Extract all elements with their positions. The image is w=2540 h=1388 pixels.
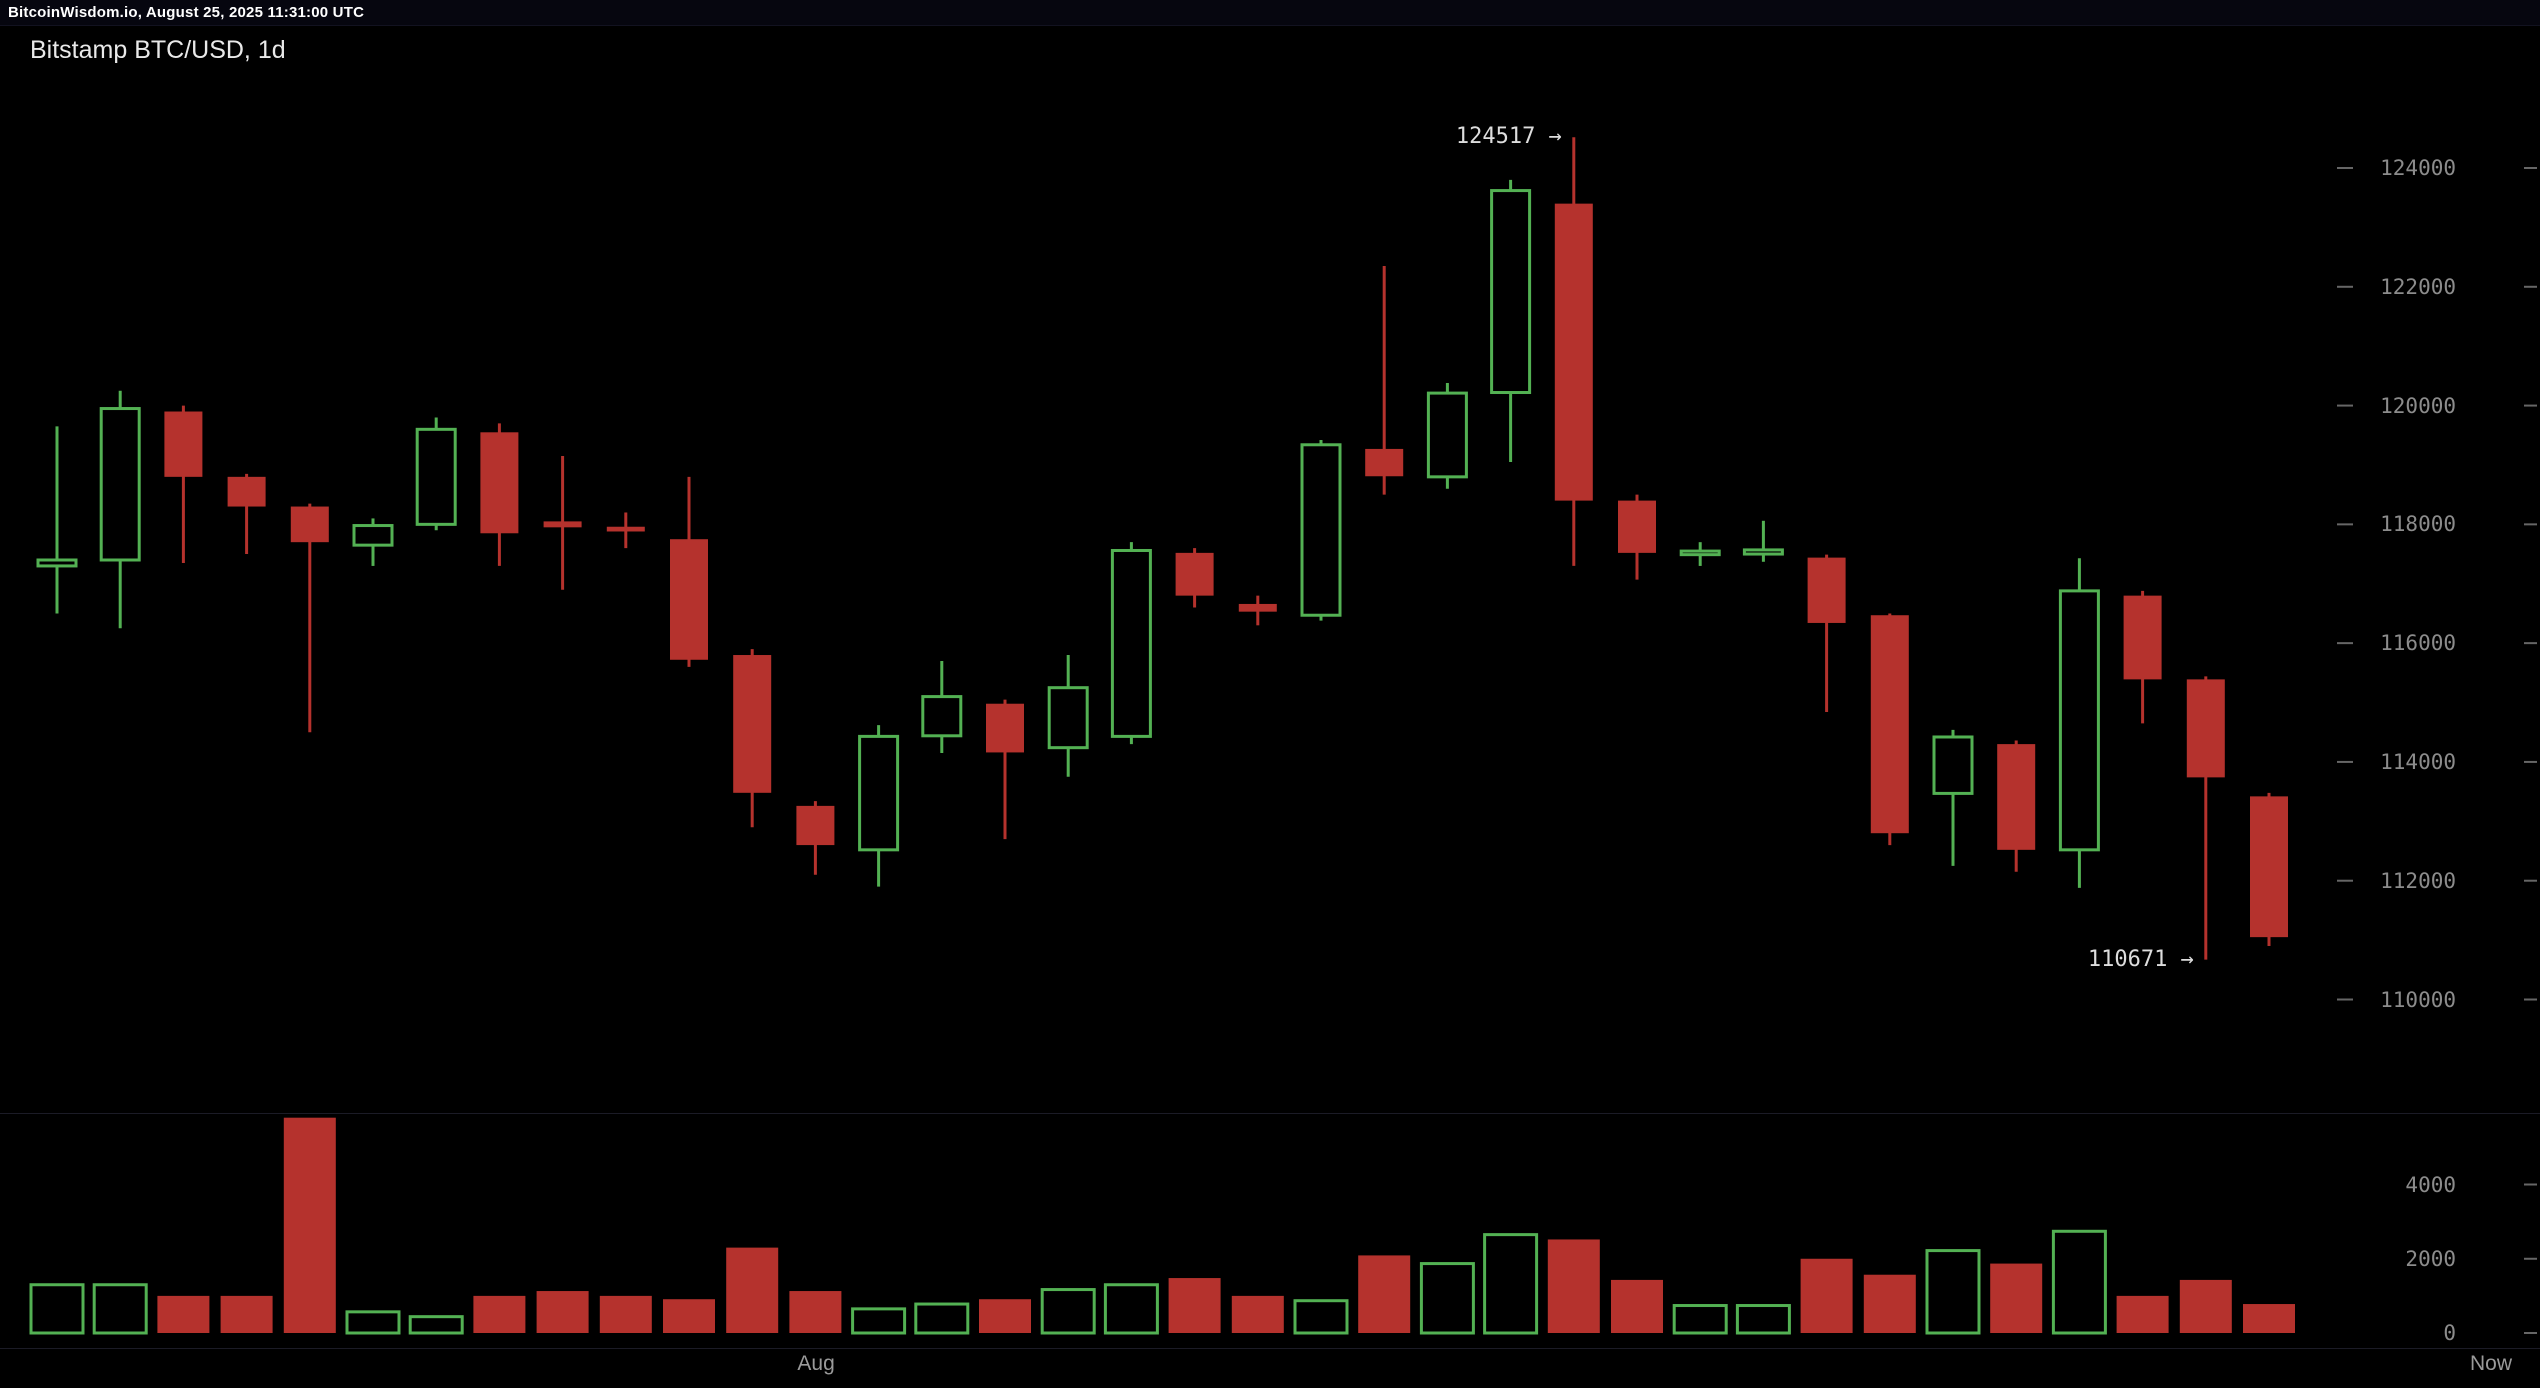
candle-body (1997, 744, 2036, 850)
volume-bar (2179, 1279, 2232, 1333)
price-high-label: 124517 → (1455, 124, 1562, 150)
volume-bar (1800, 1258, 1853, 1333)
candle-body (1870, 615, 1909, 834)
candle-body (543, 521, 582, 528)
volume-bar (2116, 1295, 2169, 1333)
candle-body (1047, 686, 1089, 750)
candle-body (1490, 189, 1532, 395)
x-axis-label-aug: Aug (797, 1352, 835, 1375)
candle-body (606, 526, 645, 532)
candle-body (670, 539, 708, 660)
volume-bar (1358, 1255, 1411, 1333)
price-axis-label: 114000 (2380, 749, 2456, 774)
candle-body (986, 703, 1024, 753)
volume-bar (726, 1247, 779, 1333)
candle-body (1110, 548, 1152, 738)
candle-body (36, 558, 78, 568)
candle-body (1742, 548, 1784, 556)
volume-bar (536, 1291, 589, 1333)
price-axis-label: 122000 (2380, 274, 2456, 299)
candle-body (921, 695, 963, 738)
candle-body (1807, 557, 1846, 623)
candle-body (1365, 448, 1404, 477)
volume-axis-label: 2000 (2405, 1246, 2456, 1271)
volume-bar (1040, 1288, 1096, 1335)
candle-body (1300, 443, 1342, 617)
pane-divider-bottom (0, 1348, 2540, 1349)
candle-body (1554, 203, 1593, 501)
price-axis-label: 112000 (2380, 868, 2456, 893)
volume-bar (1231, 1295, 1284, 1333)
candle-body (480, 432, 519, 534)
candle-body (858, 734, 900, 852)
x-axis-label-now: Now (2469, 1352, 2512, 1375)
topbar-status-text: BitcoinWisdom.io, August 25, 2025 11:31:… (8, 4, 365, 21)
candle-body (1679, 549, 1721, 557)
volume-bar (1611, 1279, 1663, 1333)
candle-body (2058, 589, 2100, 852)
volume-bar (1863, 1274, 1916, 1333)
price-axis-label: 124000 (2380, 156, 2456, 180)
chart-title: Bitstamp BTC/USD, 1d (30, 36, 286, 64)
candle-body (99, 407, 141, 562)
candle-body (2250, 796, 2288, 938)
volume-bar (789, 1291, 842, 1333)
volume-bar (1168, 1278, 1221, 1333)
volume-bar (220, 1295, 273, 1333)
volume-bar (1925, 1249, 1981, 1335)
pane-divider-top (0, 1113, 2540, 1114)
candle-body (1175, 552, 1214, 596)
volume-bar (1103, 1283, 1159, 1335)
price-axis-label: 118000 (2380, 512, 2456, 537)
volume-bar (1483, 1233, 1539, 1335)
volume-bar (408, 1315, 464, 1335)
volume-bar (92, 1283, 148, 1335)
volume-bar (979, 1299, 1031, 1333)
volume-bar (663, 1299, 715, 1333)
volume-bar (1672, 1304, 1728, 1335)
volume-bar (1735, 1304, 1791, 1335)
price-axis-label: 110000 (2380, 987, 2456, 1012)
candle-body (352, 524, 394, 547)
volume-bar (1990, 1263, 2043, 1333)
volume-bar (1547, 1239, 1600, 1333)
candle-body (796, 805, 835, 846)
candle-body (2186, 679, 2225, 778)
volume-bar (914, 1302, 970, 1335)
candle-body (164, 411, 203, 477)
volume-bar (283, 1117, 336, 1333)
candle-body (227, 476, 266, 507)
candle-body (415, 427, 457, 526)
volume-axis-label: 0 (2443, 1321, 2456, 1345)
candle-body (1426, 391, 1468, 479)
volume-bar (157, 1295, 210, 1333)
volume-bar (473, 1295, 526, 1333)
candle-body (2123, 595, 2162, 680)
candle-body (290, 506, 329, 543)
price-low-label: 110671 → (2087, 946, 2194, 972)
volume-axis-label: 4000 (2405, 1172, 2456, 1197)
price-axis-label: 120000 (2380, 393, 2456, 418)
candle-body (1238, 603, 1277, 612)
volume-bar (1293, 1299, 1349, 1335)
volume-bar (851, 1307, 907, 1335)
volume-bar (2051, 1229, 2107, 1335)
topbar: BitcoinWisdom.io, August 25, 2025 11:31:… (0, 0, 2540, 26)
candle-body (1618, 500, 1656, 553)
volume-bar (29, 1283, 85, 1335)
volume-bar (345, 1310, 401, 1335)
volume-bar (599, 1295, 652, 1333)
volume-bar (2243, 1304, 2295, 1333)
candle-body (1932, 735, 1974, 795)
candle-body (733, 655, 772, 793)
volume-bar (1419, 1262, 1475, 1335)
price-axis-label: 116000 (2380, 631, 2456, 656)
